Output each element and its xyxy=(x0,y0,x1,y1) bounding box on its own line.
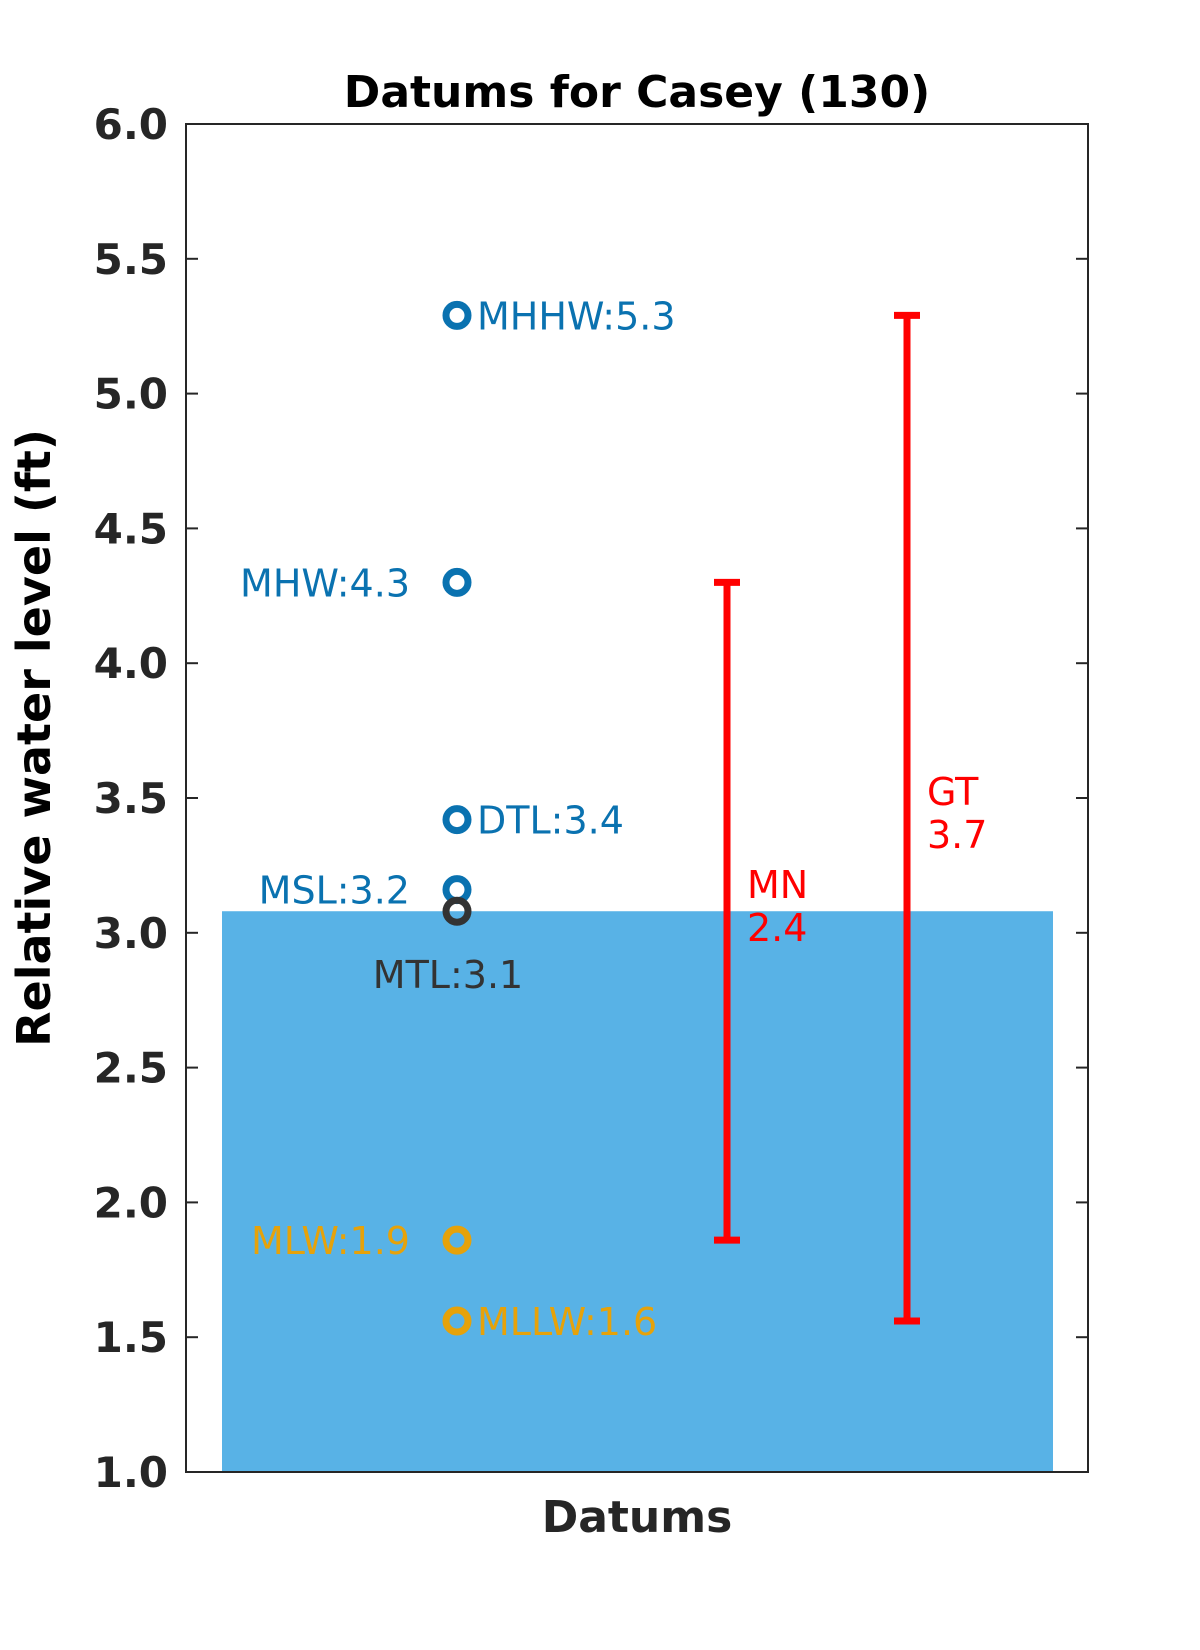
datum-marker-mllw xyxy=(442,1306,472,1336)
water-level-area xyxy=(222,911,1053,1472)
datum-markers: MHHW:5.3 MHW:4.3 DTL:3.4 MSL:3.2 MTL:3.1 MLW:… xyxy=(240,294,675,1344)
y-tick-label: 4.5 xyxy=(94,504,168,553)
y-tick-label: 1.5 xyxy=(94,1313,168,1362)
datum-label-mtl: MTL:3.1 xyxy=(373,953,523,997)
datum-marker-mhw xyxy=(442,567,472,597)
datum-marker-dtl xyxy=(442,805,472,835)
y-tick-label: 1.0 xyxy=(94,1448,168,1497)
y-tick-label: 3.5 xyxy=(94,774,168,823)
datum-marker-mhhw xyxy=(442,300,472,330)
range-label-value: 2.4 xyxy=(747,906,807,950)
y-tick-label: 5.5 xyxy=(94,235,168,284)
range-label-name: GT xyxy=(927,770,979,814)
y-tick-label: 2.5 xyxy=(94,1044,168,1093)
datum-marker-mlw xyxy=(442,1225,472,1255)
y-tick-label: 3.0 xyxy=(94,909,168,958)
y-tick-label: 4.0 xyxy=(94,639,168,688)
range-label-name: MN xyxy=(747,863,808,907)
range-label-value: 3.7 xyxy=(927,813,987,857)
datum-marker-mtl xyxy=(442,896,472,926)
y-axis-ticks: 1.0 1.5 2.0 2.5 3.0 3.5 4.0 4.5 5.0 5.5 6.0 xyxy=(94,100,1088,1497)
datum-label-dtl: DTL:3.4 xyxy=(477,799,624,843)
datum-label-msl: MSL:3.2 xyxy=(259,869,410,913)
datum-label-mhw: MHW:4.3 xyxy=(240,561,410,605)
range-bars: MN2.4 GT3.7 xyxy=(714,311,987,1325)
y-tick-label: 5.0 xyxy=(94,370,168,419)
datum-label-mhhw: MHHW:5.3 xyxy=(477,294,676,338)
x-axis-title: Datums xyxy=(542,1492,733,1543)
y-tick-label: 2.0 xyxy=(94,1178,168,1227)
datum-label-mlw: MLW:1.9 xyxy=(251,1219,410,1263)
chart-title: Datums for Casey (130) xyxy=(344,67,930,118)
y-axis-title: Relative water level (ft) xyxy=(7,429,61,1047)
y-tick-label: 6.0 xyxy=(94,100,168,149)
datum-label-mllw: MLLW:1.6 xyxy=(477,1300,657,1344)
